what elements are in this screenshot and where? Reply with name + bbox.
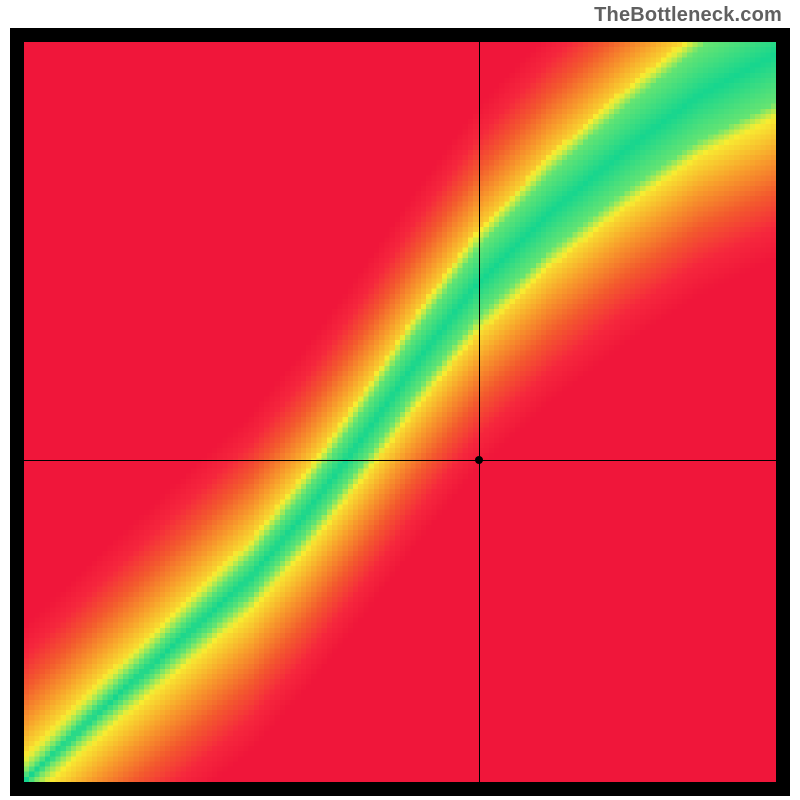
chart-frame xyxy=(10,28,790,796)
heatmap-plot-area xyxy=(24,42,776,782)
crosshair-point xyxy=(475,456,483,464)
crosshair-horizontal xyxy=(24,460,776,461)
crosshair-vertical xyxy=(479,42,480,782)
watermark-text: TheBottleneck.com xyxy=(594,4,782,27)
heatmap-canvas xyxy=(24,42,776,782)
